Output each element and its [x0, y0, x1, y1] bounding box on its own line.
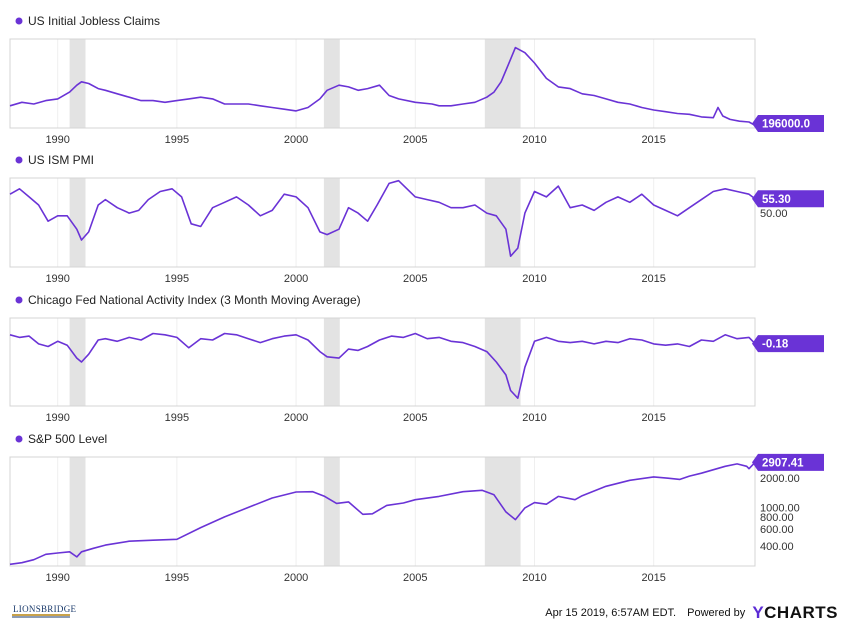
last-value-badge: [752, 115, 824, 132]
recession-band: [69, 178, 86, 267]
x-tick-label: 1990: [45, 134, 69, 146]
x-tick-label: 2010: [522, 572, 546, 584]
chart-title: S&P 500 Level: [28, 432, 107, 446]
series-line: [9, 461, 756, 566]
x-tick-label: 2005: [403, 134, 427, 146]
plot-border: [9, 317, 756, 407]
chart-panel-1: US Initial Jobless Claims 1990 1995 2000 200…: [9, 14, 824, 146]
chart-title: US ISM PMI: [28, 153, 94, 167]
series-line: [9, 179, 756, 257]
x-tick-label: 2015: [641, 412, 665, 424]
plot-border: [9, 456, 756, 567]
footer: Apr 15 2019, 6:57AM EDT. Powered by YCHA…: [545, 603, 838, 623]
x-tick-label: 2015: [641, 134, 665, 146]
x-tick-label: 1990: [45, 412, 69, 424]
x-tick-label: 2000: [284, 273, 308, 285]
chart-panel-2: US ISM PMI 50.00 1990 1995 2000 2005 2010 2015 5…: [9, 153, 824, 285]
y-tick-label: 600.00: [760, 524, 794, 536]
recession-band: [69, 457, 86, 566]
x-tick-label: 2010: [522, 412, 546, 424]
chart-title: Chicago Fed National Activity Index (3 M…: [28, 293, 361, 307]
timestamp: Apr 15 2019, 6:57AM EDT.: [545, 607, 677, 619]
y-tick-label: 2000.00: [760, 473, 800, 485]
ycharts-brand-rest: CHARTS: [764, 603, 838, 622]
x-tick-label: 1990: [45, 572, 69, 584]
recession-band: [323, 457, 340, 566]
powered-by-label: Powered by: [687, 607, 746, 619]
recession-band: [484, 457, 521, 566]
last-value-label: 196000.0: [762, 119, 810, 131]
x-tick-label: 2005: [403, 273, 427, 285]
plot-border: [9, 177, 756, 268]
x-tick-label: 2010: [522, 273, 546, 285]
logo-text: LIONSBRIDGE: [13, 604, 77, 614]
last-value-label: -0.18: [762, 339, 789, 351]
x-tick-label: 2010: [522, 134, 546, 146]
legend-dot: [15, 17, 23, 25]
y-tick-label: 400.00: [760, 541, 794, 553]
legend-dot: [15, 156, 23, 164]
x-tick-label: 2015: [641, 572, 665, 584]
recession-band: [69, 318, 86, 406]
lionsbridge-logo: [10, 600, 72, 620]
series-line: [9, 46, 756, 127]
y-tick-label: 1000.00: [760, 502, 800, 514]
ycharts-brand-y: Y: [752, 603, 765, 622]
x-tick-label: 1995: [165, 134, 189, 146]
series-line: [9, 332, 756, 399]
legend-dot: [15, 435, 23, 443]
y-tick-label: 50.00: [760, 208, 788, 220]
legend-dot: [15, 296, 23, 304]
last-value-badge: [752, 453, 824, 471]
last-value-badge: [752, 335, 824, 353]
x-tick-label: 2000: [284, 412, 308, 424]
chart-panel-3: Chicago Fed National Activity Index (3 M…: [9, 293, 824, 424]
x-tick-label: 2005: [403, 572, 427, 584]
recession-band: [484, 318, 521, 406]
recession-band: [323, 39, 340, 128]
last-value-badge: [752, 190, 824, 208]
x-tick-label: 2015: [641, 273, 665, 285]
ycharts-brand[interactable]: YCHARTS: [752, 603, 838, 622]
last-value-label: 55.30: [762, 194, 791, 206]
x-tick-label: 1995: [165, 412, 189, 424]
last-value-label: 2907.41: [762, 457, 804, 469]
recession-band: [69, 39, 86, 128]
x-tick-label: 2005: [403, 412, 427, 424]
x-tick-label: 1995: [165, 572, 189, 584]
recession-band: [484, 39, 521, 128]
plot-border: [9, 38, 756, 129]
recession-band: [323, 178, 340, 267]
x-tick-label: 1990: [45, 273, 69, 285]
x-tick-label: 2000: [284, 572, 308, 584]
chart-title: US Initial Jobless Claims: [28, 14, 160, 28]
recession-band: [323, 318, 340, 406]
x-tick-label: 2000: [284, 134, 308, 146]
recession-band: [484, 178, 521, 267]
y-tick-label: 800.00: [760, 512, 794, 524]
x-tick-label: 1995: [165, 273, 189, 285]
